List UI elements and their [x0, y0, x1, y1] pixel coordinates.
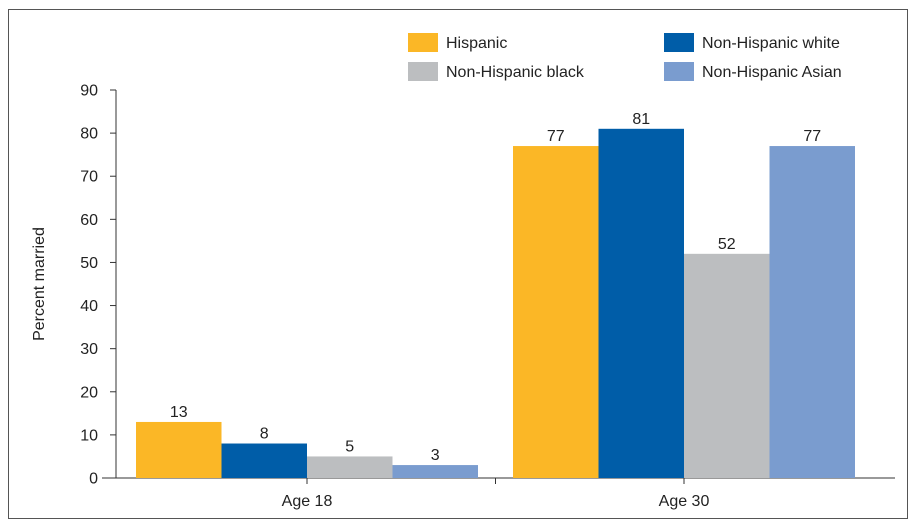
bar-value-label: 77: [547, 128, 565, 145]
legend-label: Non-Hispanic white: [702, 35, 840, 52]
bar-1-1: [598, 128, 684, 479]
legend-swatch-0: [408, 33, 438, 52]
bar-0-2: [307, 456, 393, 478]
y-tick-label: 10: [80, 427, 98, 444]
bar-0-0: [136, 421, 222, 478]
legend-label: Non-Hispanic black: [446, 64, 585, 81]
y-tick-label: 70: [80, 169, 98, 186]
x-tick-label: Age 30: [659, 493, 710, 510]
y-tick-label: 0: [89, 471, 98, 488]
x-tick-label: Age 18: [282, 493, 333, 510]
legend-swatch-1: [664, 33, 694, 52]
bar-value-label: 13: [170, 404, 188, 421]
bar-0-1: [221, 443, 307, 478]
bar-value-label: 52: [718, 236, 736, 253]
y-tick-label: 50: [80, 255, 98, 272]
bar-value-label: 8: [260, 426, 269, 443]
bar-value-label: 5: [345, 438, 354, 455]
y-tick-label: 90: [80, 83, 98, 100]
bar-value-label: 77: [803, 128, 821, 145]
bar-1-3: [769, 146, 855, 479]
y-tick-label: 30: [80, 341, 98, 358]
bar-1-0: [513, 146, 599, 479]
bar-1-2: [684, 253, 770, 478]
bar-value-label: 3: [431, 447, 440, 464]
y-tick-label: 20: [80, 384, 98, 401]
legend-swatch-3: [664, 62, 694, 81]
y-tick-label: 40: [80, 298, 98, 315]
bar-0-3: [392, 465, 478, 478]
legend-label: Non-Hispanic Asian: [702, 64, 842, 81]
y-tick-label: 60: [80, 212, 98, 229]
legend-swatch-2: [408, 62, 438, 81]
y-axis-title: Percent married: [31, 227, 48, 341]
bar-value-label: 81: [632, 111, 650, 128]
y-tick-label: 80: [80, 126, 98, 143]
legend-label: Hispanic: [446, 35, 507, 52]
